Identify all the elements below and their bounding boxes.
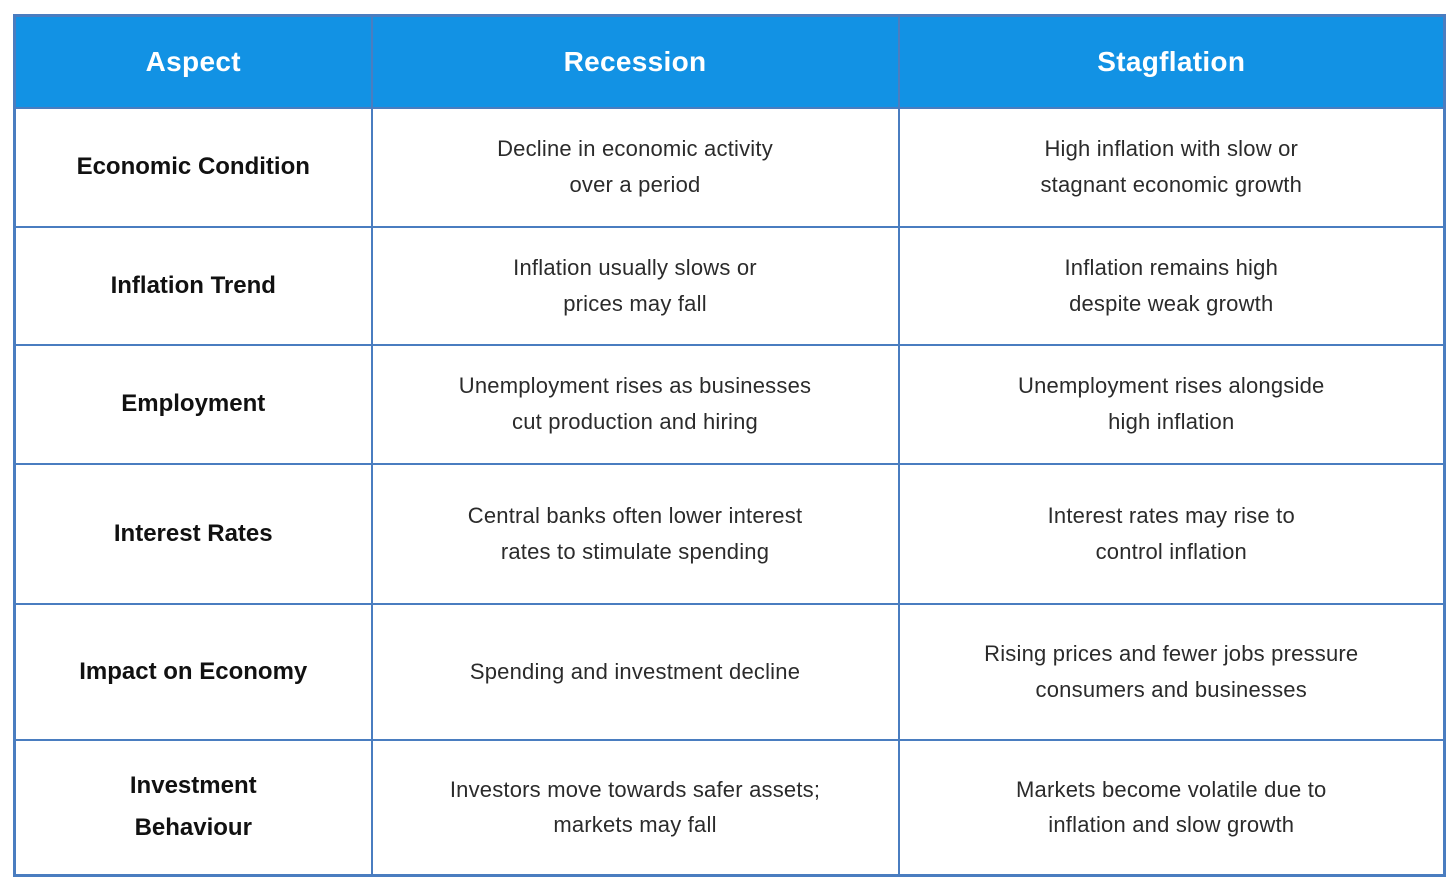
aspect-label: Interest Rates [13, 462, 373, 605]
table-row-interest-rates: Interest Rates Central banks often lower… [13, 462, 1446, 605]
recession-cell: Unemployment rises as businesses cut pro… [370, 343, 900, 465]
table-row-investment-behaviour: Investment Behaviour Investors move towa… [13, 738, 1446, 877]
aspect-label: Economic Condition [13, 106, 373, 228]
recession-cell: Central banks often lower interest rates… [370, 462, 900, 605]
header-stagflation: Stagflation [897, 14, 1446, 109]
aspect-label: Impact on Economy [13, 602, 373, 741]
stagflation-cell: High inflation with slow or stagnant eco… [897, 106, 1446, 228]
recession-vs-stagflation-table: Aspect Recession Stagflation Economic Co… [13, 14, 1446, 877]
table-row-employment: Employment Unemployment rises as busines… [13, 343, 1446, 465]
comparison-table-container: Aspect Recession Stagflation Economic Co… [13, 14, 1446, 877]
stagflation-cell: Unemployment rises alongside high inflat… [897, 343, 1446, 465]
aspect-label: Inflation Trend [13, 225, 373, 346]
stagflation-cell: Rising prices and fewer jobs pressure co… [897, 602, 1446, 741]
stagflation-cell: Markets become volatile due to inflation… [897, 738, 1446, 877]
recession-cell: Inflation usually slows or prices may fa… [370, 225, 900, 346]
table-row-economic-condition: Economic Condition Decline in economic a… [13, 106, 1446, 228]
recession-cell: Decline in economic activity over a peri… [370, 106, 900, 228]
header-row: Aspect Recession Stagflation [13, 14, 1446, 109]
aspect-label: Investment Behaviour [13, 738, 373, 877]
recession-cell: Investors move towards safer assets; mar… [370, 738, 900, 877]
table-row-impact-on-economy: Impact on Economy Spending and investmen… [13, 602, 1446, 741]
header-recession: Recession [370, 14, 900, 109]
aspect-label: Employment [13, 343, 373, 465]
stagflation-cell: Interest rates may rise to control infla… [897, 462, 1446, 605]
header-aspect: Aspect [13, 14, 373, 109]
stagflation-cell: Inflation remains high despite weak grow… [897, 225, 1446, 346]
table-row-inflation-trend: Inflation Trend Inflation usually slows … [13, 225, 1446, 346]
recession-cell: Spending and investment decline [370, 602, 900, 741]
